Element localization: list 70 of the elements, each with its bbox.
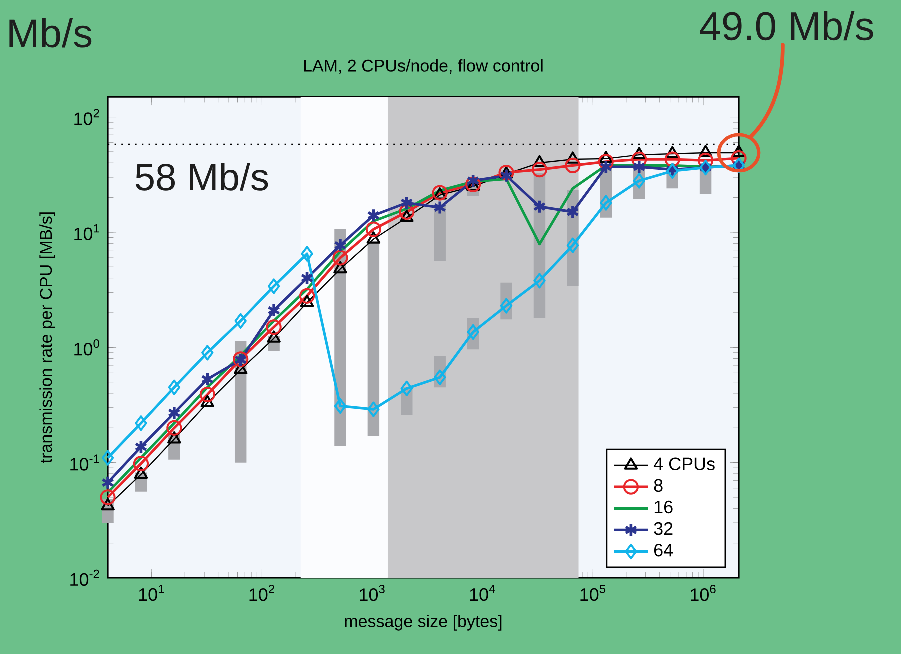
legend-label: 8 — [654, 479, 663, 492]
y-tick-label: 10$^{1}$ — [74, 224, 100, 241]
point — [202, 345, 214, 361]
point — [168, 380, 181, 396]
x-tick-label: 10$^{6}$ — [691, 585, 716, 602]
point — [467, 324, 480, 340]
point — [632, 160, 646, 174]
point — [400, 196, 414, 210]
point — [600, 195, 612, 211]
legend-label: 16 — [654, 500, 673, 514]
point — [500, 298, 513, 314]
y-tick-label: 10$^{-2}$ — [70, 570, 100, 586]
point — [434, 200, 447, 216]
x-tick-label: 10$^{3}$ — [360, 585, 385, 602]
point — [101, 475, 115, 490]
point — [267, 303, 281, 318]
point — [332, 250, 348, 266]
point — [200, 386, 216, 403]
point — [301, 246, 314, 262]
legend-label: 32 — [654, 522, 673, 536]
legend-label: 64 — [654, 544, 674, 557]
point — [532, 162, 548, 178]
point — [664, 152, 680, 168]
point — [299, 288, 316, 304]
ref-line-label: 58 Mb/s — [136, 162, 268, 191]
legend-label: 4 CPUs — [654, 458, 715, 470]
point — [534, 273, 546, 289]
point — [399, 204, 415, 220]
x-tick-label: 10$^{5}$ — [580, 585, 606, 602]
point — [168, 406, 182, 421]
chart-title: LAM, 2 CPUs/node, flow control — [304, 59, 543, 74]
point — [134, 440, 148, 454]
point — [533, 199, 546, 214]
y-tick-label: 10$^{0}$ — [74, 340, 100, 356]
point — [201, 372, 214, 387]
point — [100, 490, 116, 506]
x-axis-title: message size [bytes] — [345, 614, 502, 631]
point — [633, 173, 646, 189]
annotation: 49.0 Mb/s — [700, 11, 874, 41]
point — [102, 450, 114, 466]
point — [598, 154, 614, 170]
x-tick-label: 10$^{4}$ — [470, 585, 496, 602]
point — [400, 380, 413, 397]
point — [366, 222, 382, 238]
point — [600, 160, 613, 174]
x-tick-label: 10$^{1}$ — [139, 585, 164, 602]
point — [565, 158, 581, 174]
point — [500, 168, 514, 184]
point — [698, 152, 714, 168]
point — [368, 402, 380, 418]
point — [268, 278, 280, 294]
point — [566, 238, 580, 254]
bar — [368, 241, 380, 436]
point — [266, 320, 282, 336]
y-tick-label: 10$^{2}$ — [74, 109, 100, 126]
point — [334, 238, 348, 253]
x-tick-label: 10$^{2}$ — [250, 585, 274, 602]
point — [135, 416, 148, 432]
point — [166, 420, 182, 436]
point — [434, 370, 446, 386]
text: Mb/s — [10, 18, 92, 48]
point — [367, 208, 380, 224]
point — [234, 313, 247, 329]
point — [133, 456, 150, 472]
y-tick-label: 10$^{-1}$ — [70, 454, 100, 471]
point — [566, 204, 580, 220]
y-axis-title: transmission rate per CPU [MB/s] — [40, 212, 56, 464]
point — [300, 270, 314, 286]
point — [466, 174, 480, 188]
point — [334, 398, 347, 414]
